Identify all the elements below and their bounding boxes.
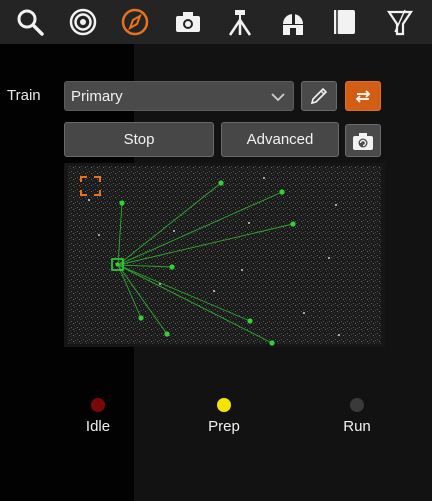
- train-label: Train: [7, 87, 41, 104]
- primary-star-box: [111, 258, 124, 271]
- tripod-icon[interactable]: [222, 4, 258, 40]
- status-prep: Prep: [184, 398, 264, 435]
- sync-train-button[interactable]: [345, 81, 381, 111]
- train-select-value: Primary: [71, 88, 123, 105]
- status-idle: Idle: [58, 398, 138, 435]
- primary-star: [115, 262, 120, 267]
- status-run: Run: [317, 398, 397, 435]
- status-idle-dot: [91, 398, 105, 412]
- image-noise: [68, 166, 381, 344]
- notebook-icon[interactable]: [327, 4, 363, 40]
- train-select[interactable]: Primary: [64, 81, 294, 111]
- top-toolbar: [0, 0, 432, 44]
- pencil-icon: [310, 87, 328, 105]
- guide-stars: [119, 180, 296, 346]
- search-icon[interactable]: [12, 4, 48, 40]
- status-idle-label: Idle: [85, 418, 111, 435]
- filter-icon[interactable]: [382, 4, 418, 40]
- stop-button[interactable]: Stop: [64, 122, 214, 157]
- compass-icon[interactable]: [117, 4, 153, 40]
- sync-icon: [355, 90, 371, 103]
- capture-button[interactable]: [345, 124, 381, 157]
- observatory-icon[interactable]: [275, 4, 311, 40]
- chevron-down-icon: [271, 93, 285, 102]
- edit-train-button[interactable]: [301, 81, 337, 111]
- camera-refresh-icon: [353, 132, 373, 150]
- status-prep-dot: [217, 398, 231, 412]
- focus-corner-icon[interactable]: [80, 176, 101, 196]
- status-prep-label: Prep: [208, 418, 240, 435]
- status-run-label: Run: [343, 418, 371, 435]
- status-run-dot: [350, 398, 364, 412]
- star-connection-lines: [117, 182, 294, 344]
- guide-image[interactable]: [64, 163, 385, 347]
- camera-icon[interactable]: [170, 4, 206, 40]
- target-icon[interactable]: [65, 4, 101, 40]
- advanced-button[interactable]: Advanced: [221, 122, 339, 157]
- guide-image-canvas: [64, 163, 385, 347]
